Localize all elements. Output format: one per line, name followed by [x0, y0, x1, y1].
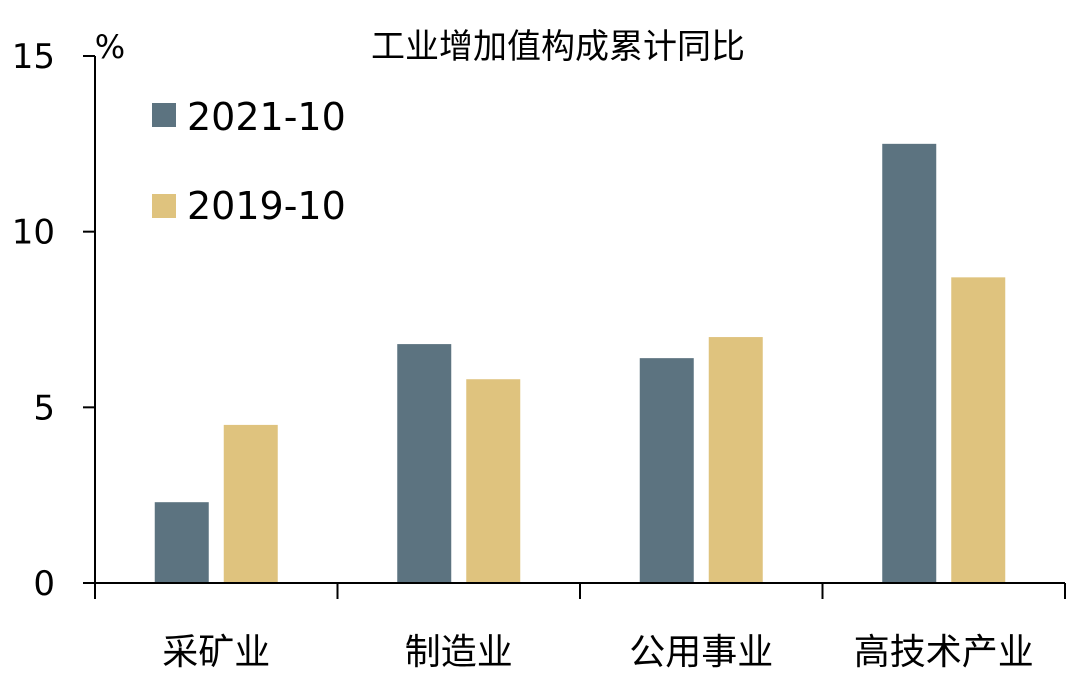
x-category-label-2: 公用事业	[629, 632, 773, 673]
legend-label-2019-10: 2019-10	[187, 184, 346, 228]
x-category-label-3: 高技术产业	[854, 632, 1034, 673]
x-category-label-0: 采矿业	[162, 632, 270, 673]
legend: 2021-10 2019-10	[152, 95, 346, 228]
bar-2019-10-2	[708, 337, 763, 583]
bar-2021-10-0	[154, 502, 209, 583]
y-axis: 0 5 10 15	[12, 37, 96, 604]
y-tick-label-10: 10	[12, 213, 55, 253]
bars-group	[154, 143, 1006, 584]
x-category-label-1: 制造业	[405, 632, 513, 673]
legend-swatch-2021-10	[152, 103, 176, 127]
legend-swatch-2019-10	[152, 194, 176, 218]
y-tick-label-5: 5	[33, 388, 55, 428]
bar-2021-10-1	[397, 344, 452, 583]
y-axis-unit: %	[95, 28, 125, 66]
legend-label-2021-10: 2021-10	[187, 95, 346, 139]
bar-2019-10-3	[951, 277, 1006, 583]
bar-2021-10-2	[639, 358, 694, 583]
chart-title: 工业增加值构成累计同比	[371, 27, 745, 67]
x-axis: 采矿业 制造业 公用事业 高技术产业	[94, 582, 1066, 673]
bar-2021-10-3	[882, 143, 937, 584]
bar-2019-10-1	[466, 379, 521, 583]
y-tick-label-15: 15	[12, 37, 55, 77]
y-tick-label-0: 0	[33, 564, 55, 604]
bar-2019-10-0	[223, 424, 278, 583]
